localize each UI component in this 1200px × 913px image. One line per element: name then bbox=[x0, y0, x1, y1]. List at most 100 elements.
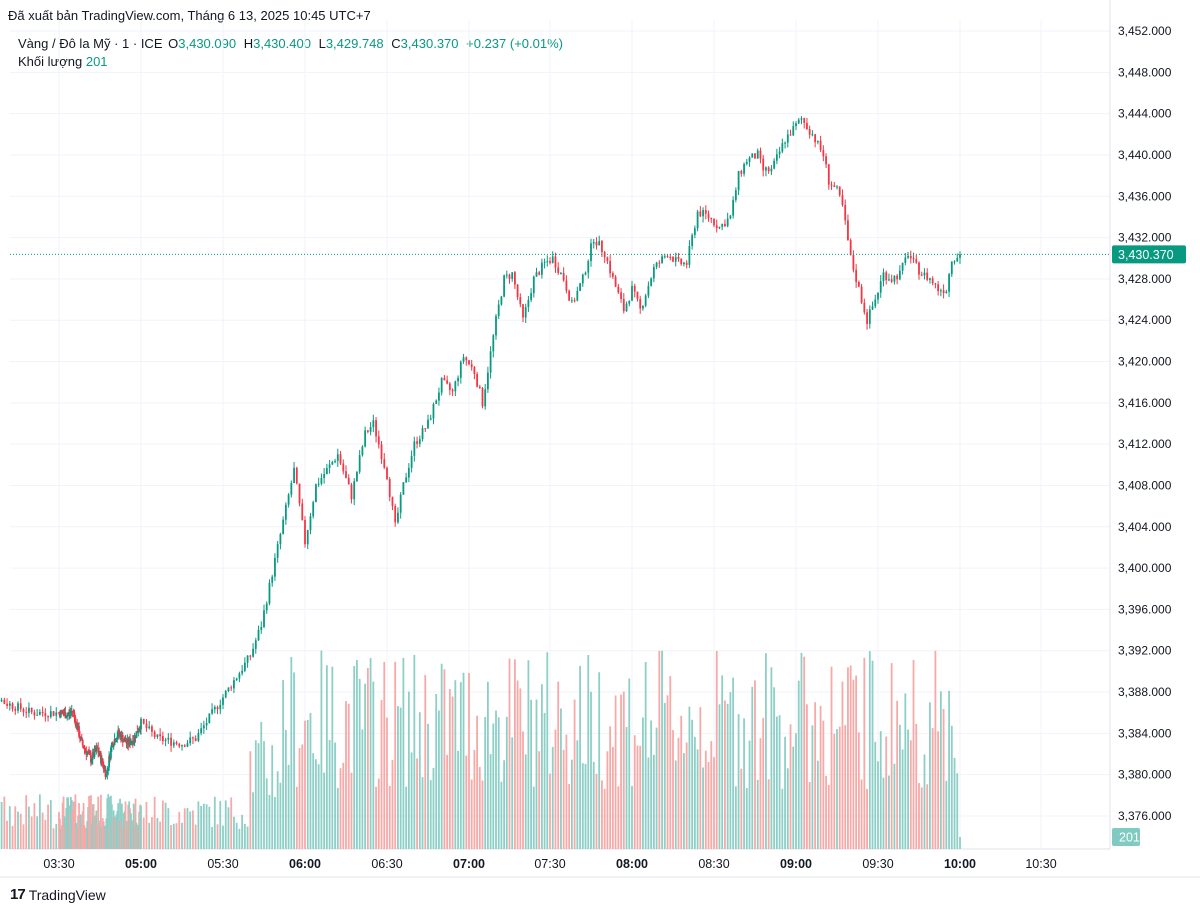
candle-body bbox=[557, 267, 559, 273]
candle-body bbox=[233, 680, 235, 688]
volume-bar bbox=[195, 825, 197, 849]
candle-body bbox=[639, 299, 641, 308]
volume-bar bbox=[768, 779, 770, 849]
volume-bar bbox=[590, 692, 592, 849]
candle-body bbox=[943, 290, 945, 293]
candle-body bbox=[781, 143, 783, 151]
time-axis[interactable]: 03:30 05:00 05:30 06:00 06:30 07:00 07:30 08:00… bbox=[43, 857, 1056, 871]
volume-bar bbox=[408, 692, 410, 849]
candle-body bbox=[411, 456, 413, 468]
candle-body bbox=[814, 134, 816, 142]
candle-body bbox=[42, 712, 44, 713]
candle-body bbox=[408, 468, 410, 478]
volume-bar bbox=[173, 824, 175, 849]
tradingview-logo[interactable]: 17 TradingView bbox=[10, 886, 106, 903]
candle-body bbox=[612, 273, 614, 277]
volume-bar bbox=[667, 695, 669, 849]
volume-bar bbox=[162, 800, 164, 849]
candle-body bbox=[9, 703, 11, 705]
volume-bar bbox=[44, 820, 46, 849]
price-chart[interactable]: 3,452.0003,448.0003,444.0003,440.0003,43… bbox=[0, 0, 1200, 913]
candle-body bbox=[463, 357, 465, 361]
volume-bar bbox=[356, 660, 358, 849]
volume-bar bbox=[181, 823, 183, 849]
candle-body bbox=[446, 380, 448, 383]
candle-body bbox=[53, 711, 55, 716]
volume-bar bbox=[263, 741, 265, 849]
volume-bar bbox=[607, 751, 609, 849]
candle-body bbox=[645, 296, 647, 306]
candle-body bbox=[438, 393, 440, 401]
candle-body bbox=[617, 287, 619, 293]
volume-bar bbox=[705, 751, 707, 849]
volume-bar bbox=[463, 673, 465, 849]
y-tick-label: 3,448.000 bbox=[1118, 65, 1172, 79]
volume-bar bbox=[926, 784, 928, 849]
candle-body bbox=[787, 134, 789, 142]
y-tick-label: 3,392.000 bbox=[1118, 644, 1172, 658]
volume-bar bbox=[765, 653, 767, 849]
volume-bar bbox=[405, 787, 407, 849]
candle-body bbox=[34, 712, 36, 715]
candle-body bbox=[424, 428, 426, 429]
candle-body bbox=[549, 261, 551, 263]
candle-body bbox=[574, 300, 576, 301]
volume-bar bbox=[530, 700, 532, 849]
volume-bar bbox=[702, 768, 704, 849]
candle-body bbox=[14, 709, 16, 711]
candle-body bbox=[721, 224, 723, 227]
volume-bar bbox=[844, 725, 846, 849]
volume-bar bbox=[517, 681, 519, 849]
volume-bar bbox=[487, 682, 489, 849]
candle-body bbox=[853, 255, 855, 270]
volume-bar bbox=[910, 740, 912, 849]
volume-bar bbox=[397, 706, 399, 849]
volume-bar bbox=[228, 807, 230, 849]
candle-body bbox=[82, 740, 84, 745]
volume-bar bbox=[28, 807, 30, 849]
volume-bar bbox=[915, 724, 917, 849]
candle-body bbox=[896, 276, 898, 280]
volume-bar bbox=[203, 804, 205, 849]
volume-bar bbox=[514, 659, 516, 849]
volume-bar bbox=[348, 704, 350, 849]
volume-bar bbox=[167, 808, 169, 849]
volume-bar bbox=[678, 738, 680, 849]
candle-body bbox=[560, 273, 562, 274]
candle-body bbox=[708, 214, 710, 218]
x-tick-label: 09:30 bbox=[862, 857, 893, 871]
candle-body bbox=[686, 263, 688, 265]
volume-bar bbox=[403, 658, 405, 849]
volume-bar bbox=[370, 658, 372, 849]
volume-bar bbox=[148, 823, 150, 849]
volume-bar bbox=[260, 722, 262, 849]
candle-body bbox=[749, 158, 751, 162]
volume-bar bbox=[307, 720, 309, 849]
candle-body bbox=[167, 738, 169, 740]
volume-bar bbox=[809, 782, 811, 849]
candle-body bbox=[271, 577, 273, 583]
candle-body bbox=[403, 482, 405, 494]
candle-body bbox=[634, 286, 636, 292]
candle-body bbox=[628, 301, 630, 304]
candle-body bbox=[710, 218, 712, 219]
price-axis[interactable]: 3,452.000 3,448.000 3,444.000 3,440.000 3,43… bbox=[1118, 24, 1172, 823]
candle-body bbox=[460, 362, 462, 378]
candle-body bbox=[904, 258, 906, 263]
volume-bar bbox=[422, 777, 424, 849]
volume-bar bbox=[296, 787, 298, 849]
candle-body bbox=[689, 246, 691, 265]
volume-bar bbox=[323, 773, 325, 849]
volume-bar bbox=[411, 752, 413, 849]
volume-bar bbox=[255, 740, 257, 849]
candle-body bbox=[768, 167, 770, 171]
candle-body bbox=[863, 303, 865, 313]
tradingview-logo-icon: 17 bbox=[10, 886, 25, 903]
y-tick-label: 3,380.000 bbox=[1118, 768, 1172, 782]
candle-body bbox=[31, 708, 33, 712]
volume-bar bbox=[14, 806, 16, 849]
candle-body bbox=[842, 195, 844, 205]
volume-bar bbox=[812, 725, 814, 849]
candle-body bbox=[433, 404, 435, 418]
volume-bar bbox=[918, 783, 920, 849]
